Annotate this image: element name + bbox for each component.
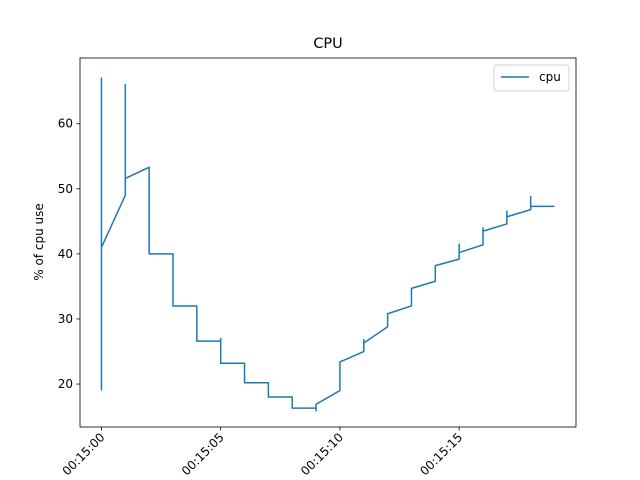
- legend: cpu: [493, 64, 570, 92]
- plot-area: [79, 57, 577, 428]
- y-axis-label: % of cpu use: [32, 203, 46, 280]
- plot-frame: [79, 57, 577, 428]
- legend-frame: [493, 64, 570, 92]
- chart-title: CPU: [313, 36, 342, 52]
- y-tick-label: 40: [58, 247, 73, 261]
- y-tick-label: 50: [58, 182, 73, 196]
- y-axis-ticks: 20 30 40 50 60: [58, 117, 80, 391]
- legend-label-cpu: cpu: [539, 70, 561, 84]
- y-tick-label: 30: [58, 312, 73, 326]
- series-line-cpu: [100, 77, 555, 412]
- x-tick-label: 00:15:05: [179, 430, 227, 478]
- x-tick-label: 00:15:00: [60, 430, 108, 478]
- x-tick-label: 00:15:15: [417, 430, 465, 478]
- y-tick-label: 60: [58, 117, 73, 131]
- x-tick-label: 00:15:10: [298, 430, 346, 478]
- series-layer: [100, 77, 555, 412]
- y-tick-label: 20: [58, 377, 73, 391]
- x-axis-ticks: 00:15:00 00:15:05 00:15:10 00:15:15: [60, 427, 465, 478]
